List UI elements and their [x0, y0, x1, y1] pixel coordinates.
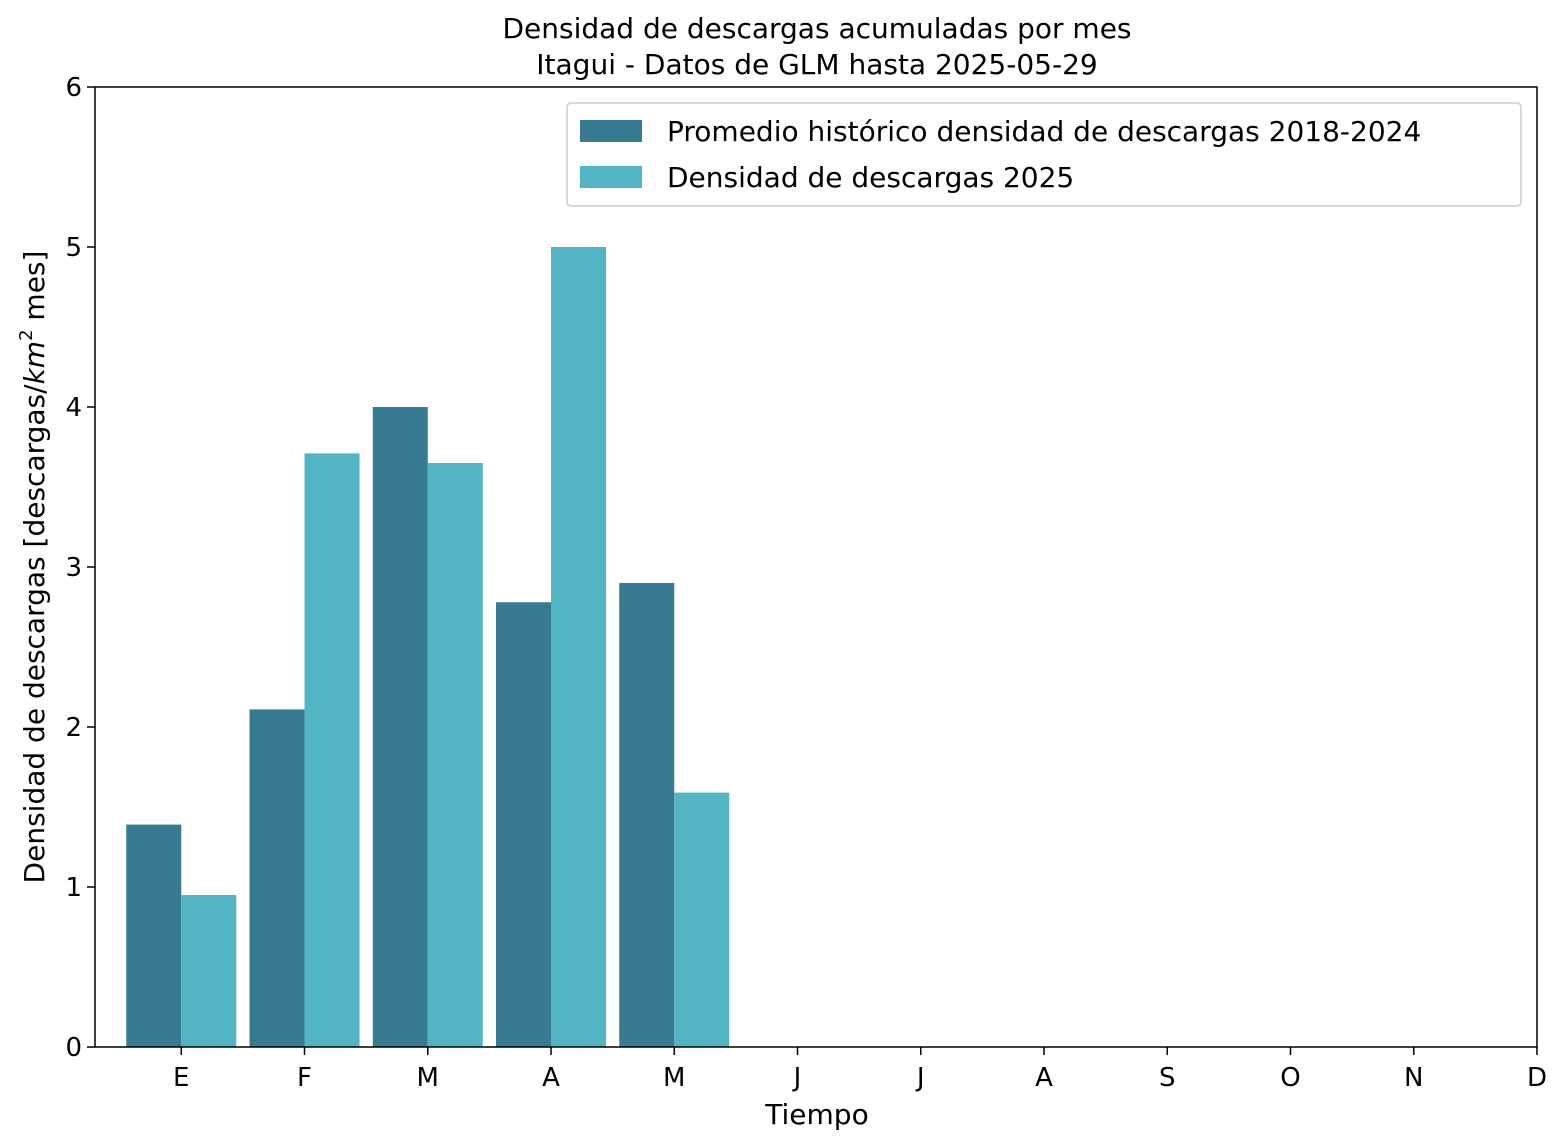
legend-swatch-historic — [580, 120, 642, 142]
y-tick-label-4: 4 — [65, 393, 82, 423]
legend: Promedio histórico densidad de descargas… — [566, 102, 1522, 207]
bar-historic-4 — [619, 583, 675, 1047]
y-tick-label-6: 6 — [65, 73, 82, 103]
x-tick-label-5: J — [792, 1063, 802, 1093]
bar-2025-3 — [551, 247, 607, 1047]
x-tick-label-7: A — [1035, 1063, 1053, 1093]
legend-box — [566, 102, 1522, 207]
x-tick-label-4: M — [663, 1063, 685, 1093]
y-tick-label-0: 0 — [65, 1033, 82, 1063]
bar-2025-2 — [427, 463, 483, 1047]
chart-title: Densidad de descargas acumuladas por mes — [502, 12, 1131, 45]
x-tick-label-0: E — [173, 1063, 189, 1093]
x-tick-label-1: F — [297, 1063, 312, 1093]
y-axis-label-tail: mes] — [18, 251, 51, 330]
legend-swatch-2025 — [580, 166, 642, 188]
y-axis-label-main: Densidad de descargas [descargas/ — [18, 384, 51, 884]
legend-label-2025: Densidad de descargas 2025 — [667, 161, 1074, 194]
legend-label-historic: Promedio histórico densidad de descargas… — [667, 115, 1421, 148]
bar-2025-4 — [674, 792, 730, 1047]
x-tick-label-9: O — [1280, 1063, 1300, 1093]
y-tick-label-1: 1 — [65, 873, 82, 903]
y-tick-label-3: 3 — [65, 553, 82, 583]
x-tick-label-10: N — [1404, 1063, 1423, 1093]
bar-historic-2 — [372, 407, 428, 1047]
y-axis-label-unit: km — [18, 341, 51, 385]
bar-2025-0 — [181, 895, 237, 1047]
bars-group — [126, 247, 730, 1047]
x-tick-label-2: M — [417, 1063, 439, 1093]
x-axis-label: Tiempo — [764, 1098, 868, 1131]
bar-historic-0 — [126, 824, 182, 1047]
bar-historic-3 — [496, 602, 552, 1047]
y-tick-label-5: 5 — [65, 233, 82, 263]
x-tick-label-8: S — [1159, 1063, 1176, 1093]
x-tick-label-3: A — [542, 1063, 560, 1093]
y-axis-label: Densidad de descargas [descargas/km2 mes… — [16, 251, 51, 884]
x-tick-label-6: J — [915, 1063, 925, 1093]
bar-historic-1 — [249, 709, 305, 1047]
y-axis-label-sup: 2 — [16, 329, 37, 340]
x-tick-label-11: D — [1527, 1063, 1547, 1093]
y-tick-label-2: 2 — [65, 713, 82, 743]
chart-subtitle: Itagui - Datos de GLM hasta 2025-05-29 — [536, 48, 1097, 81]
bar-2025-1 — [304, 453, 360, 1047]
y-axis: 0 1 2 3 4 5 6 — [65, 73, 95, 1063]
